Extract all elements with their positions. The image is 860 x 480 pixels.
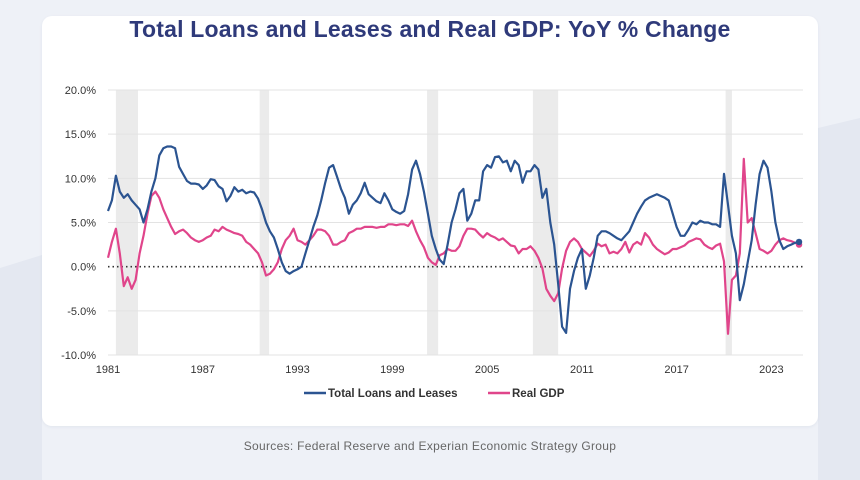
legend: Total Loans and Leases Real GDP — [304, 388, 565, 400]
x-tick-label: 2017 — [664, 364, 688, 376]
series-lines — [106, 145, 803, 335]
chart-title: Total Loans and Leases and Real GDP: YoY… — [129, 16, 731, 42]
y-axis-ticks: 20.0% 15.0% 10.0% 5.0% 0.0% -5.0% -10.0% — [61, 85, 96, 362]
y-tick-label: 10.0% — [65, 173, 96, 185]
series-line-loans — [106, 145, 800, 334]
x-axis-ticks: 1981 1987 1993 1999 2005 2011 2017 2023 — [96, 364, 784, 376]
legend-label-loans: Total Loans and Leases — [328, 388, 458, 400]
source-note: Sources: Federal Reserve and Experian Ec… — [243, 439, 617, 453]
x-tick-label: 2011 — [570, 364, 594, 376]
x-tick-label: 2005 — [475, 364, 499, 376]
y-tick-label: 0.0% — [71, 262, 96, 274]
x-tick-label: 1999 — [380, 364, 404, 376]
x-tick-label: 1981 — [96, 364, 120, 376]
x-tick-label: 1987 — [191, 364, 215, 376]
y-tick-label: 15.0% — [65, 129, 96, 141]
y-tick-label: -10.0% — [61, 350, 96, 362]
x-tick-label: 1993 — [285, 364, 309, 376]
series-line-gdp — [106, 157, 800, 335]
y-tick-label: -5.0% — [67, 306, 96, 318]
gridlines — [108, 89, 803, 356]
x-tick-label: 2023 — [759, 364, 783, 376]
series-endpoint-loans — [795, 238, 803, 246]
legend-label-gdp: Real GDP — [512, 388, 565, 400]
y-tick-label: 20.0% — [65, 85, 96, 97]
y-tick-label: 5.0% — [71, 218, 96, 230]
